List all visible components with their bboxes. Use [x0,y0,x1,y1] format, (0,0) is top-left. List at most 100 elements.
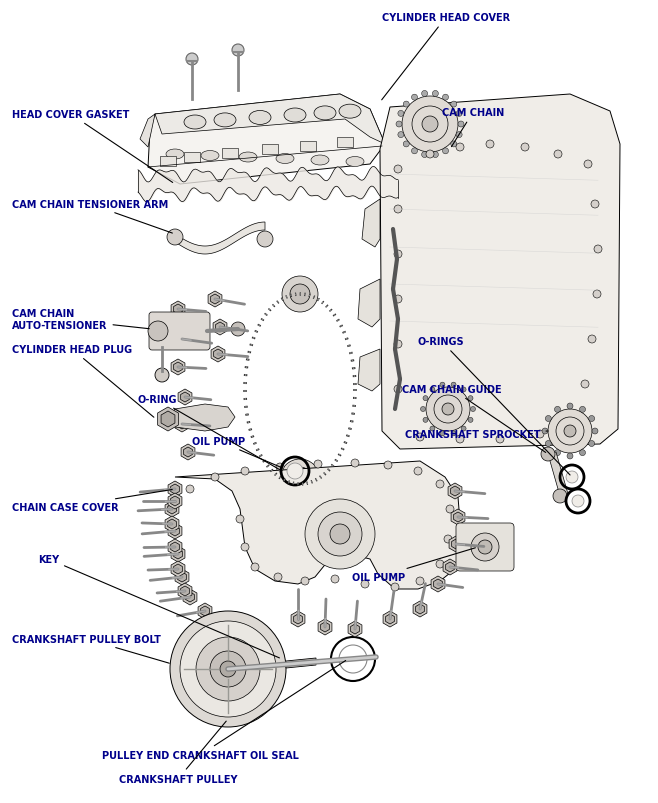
Polygon shape [178,583,192,599]
Circle shape [471,533,499,561]
Polygon shape [380,95,620,450]
Polygon shape [178,573,186,582]
Polygon shape [148,95,385,185]
Polygon shape [201,606,209,616]
Polygon shape [165,501,179,517]
Circle shape [456,132,462,138]
Circle shape [422,92,428,97]
Polygon shape [358,349,380,392]
Polygon shape [171,360,185,376]
Circle shape [567,403,573,410]
Circle shape [423,418,428,423]
Circle shape [554,151,562,159]
Circle shape [444,536,452,544]
Circle shape [442,149,449,155]
Text: OIL PUMP: OIL PUMP [192,437,282,468]
Circle shape [411,149,417,155]
Polygon shape [168,520,176,529]
Circle shape [241,467,249,475]
Circle shape [403,102,409,108]
Polygon shape [386,614,394,624]
Circle shape [458,122,464,128]
Circle shape [564,426,576,438]
Circle shape [241,544,249,552]
Circle shape [186,54,198,66]
Circle shape [155,369,169,382]
Circle shape [394,251,402,259]
Circle shape [555,450,561,456]
Circle shape [361,581,369,589]
Polygon shape [171,561,185,577]
Polygon shape [211,347,225,362]
Polygon shape [416,604,424,614]
Circle shape [288,467,312,491]
Circle shape [556,418,584,446]
Circle shape [220,661,236,677]
Polygon shape [168,504,176,515]
Circle shape [295,475,305,484]
Polygon shape [174,304,182,315]
Text: O-RINGS: O-RINGS [418,336,570,475]
Circle shape [588,336,596,344]
Circle shape [384,462,392,470]
Circle shape [430,426,435,431]
Polygon shape [181,393,190,402]
Polygon shape [443,560,457,575]
Circle shape [591,201,599,209]
Circle shape [440,431,445,436]
Text: PULLEY END CRANKSHAFT OIL SEAL: PULLEY END CRANKSHAFT OIL SEAL [101,661,345,760]
Circle shape [398,112,404,117]
Circle shape [232,45,244,57]
Circle shape [210,651,246,687]
Circle shape [432,92,438,97]
Circle shape [280,459,320,499]
Ellipse shape [284,109,306,123]
Text: CAM CHAIN TENSIONER ARM: CAM CHAIN TENSIONER ARM [12,200,172,234]
Polygon shape [174,362,182,373]
Circle shape [236,516,244,524]
Polygon shape [175,462,462,589]
Circle shape [581,381,589,389]
Circle shape [403,142,409,148]
Circle shape [593,291,601,299]
Circle shape [287,463,303,479]
Circle shape [478,540,492,554]
Ellipse shape [346,157,364,167]
Circle shape [278,463,322,507]
Circle shape [580,450,586,456]
Circle shape [391,583,399,591]
Circle shape [451,102,457,108]
Polygon shape [548,452,568,496]
Text: CRANKSHAFT PULLEY: CRANKSHAFT PULLEY [118,721,238,784]
Polygon shape [170,526,180,536]
Circle shape [211,474,219,482]
Circle shape [186,485,194,493]
Circle shape [541,447,555,462]
Circle shape [589,441,595,447]
Ellipse shape [166,150,184,160]
Polygon shape [216,323,224,332]
Circle shape [470,407,476,412]
Polygon shape [171,546,185,562]
Bar [337,138,353,148]
Circle shape [422,117,438,132]
Circle shape [351,459,359,467]
Circle shape [545,441,551,447]
Polygon shape [174,565,182,574]
Polygon shape [453,512,463,522]
Circle shape [456,435,464,443]
Ellipse shape [311,156,329,165]
Circle shape [148,321,168,341]
Circle shape [442,403,454,415]
Circle shape [301,577,309,585]
Ellipse shape [276,154,294,165]
Circle shape [426,388,470,431]
Circle shape [536,430,544,438]
Polygon shape [155,95,385,145]
Polygon shape [165,516,179,532]
Circle shape [314,460,322,468]
Circle shape [394,385,402,393]
Circle shape [568,415,576,423]
Circle shape [396,122,402,128]
Polygon shape [351,624,359,634]
